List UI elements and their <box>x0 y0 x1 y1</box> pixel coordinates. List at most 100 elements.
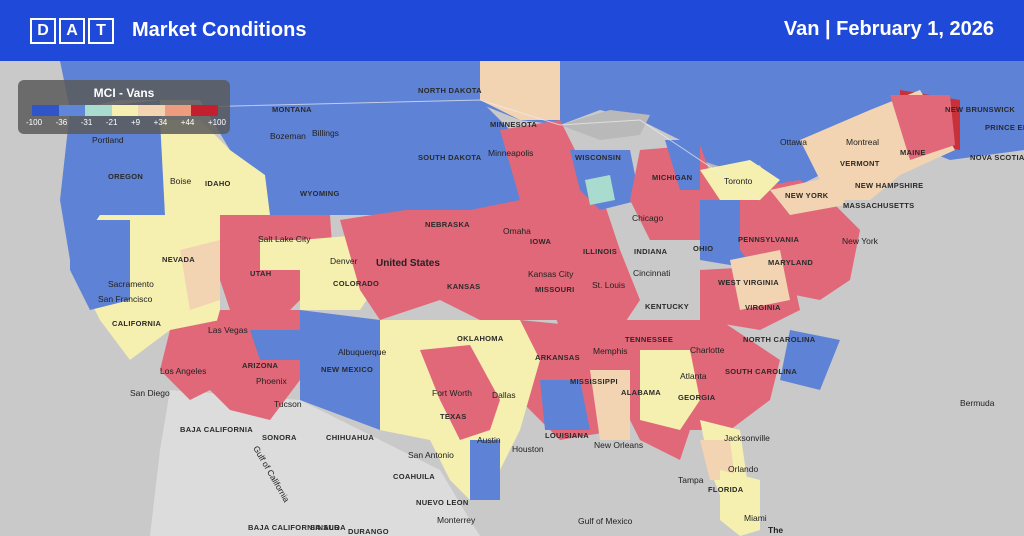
city-label: Minneapolis <box>488 148 533 158</box>
city-label: Albuquerque <box>338 347 386 357</box>
legend-title: MCI - Vans <box>93 86 155 100</box>
state-label: MAINE <box>900 148 926 157</box>
state-label: VIRGINIA <box>745 303 781 312</box>
logo-letter: T <box>88 17 114 44</box>
state-label: MASSACHUSETTS <box>843 201 914 210</box>
state-label: NEW YORK <box>785 191 829 200</box>
city-label: Denver <box>330 256 358 266</box>
state-label: NORTH CAROLINA <box>743 335 816 344</box>
country-label: United States <box>376 258 440 269</box>
city-label: Austin <box>477 435 501 445</box>
city-label: Salt Lake City <box>258 234 311 244</box>
state-label: SOUTH DAKOTA <box>418 153 482 162</box>
state-label: DURANGO <box>348 527 389 536</box>
city-label: San Diego <box>130 388 170 398</box>
state-label: MINNESOTA <box>490 120 537 129</box>
state-label: OHIO <box>693 244 713 253</box>
legend-swatch <box>111 105 139 116</box>
logo-letter: D <box>30 17 56 44</box>
state-label: NEBRASKA <box>425 220 470 229</box>
state-label: COAHUILA <box>393 472 435 481</box>
legend-swatch <box>85 105 112 116</box>
header-bar: D A T Market Conditions Van | February 1… <box>0 0 1024 61</box>
city-label: Jacksonville <box>724 433 770 443</box>
state-label: MISSISSIPPI <box>570 377 618 386</box>
city-label: Ottawa <box>780 137 807 147</box>
state-label: MARYLAND <box>768 258 813 267</box>
header-date: Van | February 1, 2026 <box>783 18 994 40</box>
city-label: New Orleans <box>594 440 643 450</box>
state-label: WEST VIRGINIA <box>718 278 779 287</box>
state-label: UTAH <box>250 269 271 278</box>
city-label: Dallas <box>492 390 516 400</box>
state-label: TENNESSEE <box>625 335 673 344</box>
legend-tick: +100 <box>207 118 226 127</box>
legend-swatch <box>191 105 219 116</box>
legend-tick: -36 <box>55 118 68 127</box>
state-label: WISCONSIN <box>575 153 621 162</box>
state-label: KANSAS <box>447 282 480 291</box>
legend-tick: +34 <box>153 118 168 127</box>
city-label: Orlando <box>728 464 759 474</box>
state-label: OREGON <box>108 172 143 181</box>
legend-swatch <box>138 105 165 116</box>
legend-tick: -100 <box>26 118 43 127</box>
state-label: VERMONT <box>840 159 880 168</box>
legend-swatch <box>58 105 86 116</box>
state-label: OKLAHOMA <box>457 334 504 343</box>
city-label: Tampa <box>678 475 704 485</box>
city-label: Chicago <box>632 213 663 223</box>
legend-tick: -31 <box>80 118 93 127</box>
state-label: NEVADA <box>162 255 195 264</box>
state-label: MISSOURI <box>535 285 575 294</box>
state-label: TEXAS <box>440 412 467 421</box>
state-label: SONORA <box>262 433 297 442</box>
state-label: MONTANA <box>272 105 312 114</box>
city-label: Portland <box>92 135 124 145</box>
map-legend: MCI - Vans -100 -36 -31 -21 +9 +34 +44 +… <box>18 80 230 134</box>
state-label: MICHIGAN <box>652 173 692 182</box>
city-label: Omaha <box>503 226 531 236</box>
city-label: Las Vegas <box>208 325 248 335</box>
state-label: ARIZONA <box>242 361 279 370</box>
state-label: FLORIDA <box>708 485 744 494</box>
state-label: BAJA CALIFORNIA SUR <box>248 523 340 532</box>
city-label: Billings <box>312 128 339 138</box>
city-label: Fort Worth <box>432 388 472 398</box>
state-label: GEORGIA <box>678 393 716 402</box>
city-label: Toronto <box>724 176 753 186</box>
state-label: ILLINOIS <box>583 247 617 256</box>
city-label: Kansas City <box>528 269 574 279</box>
legend-tick: -21 <box>105 118 118 127</box>
state-label: CALIFORNIA <box>112 319 162 328</box>
state-label: NEW MEXICO <box>321 365 373 374</box>
city-label: San Antonio <box>408 450 454 460</box>
state-label: SINALOA <box>310 523 346 532</box>
state-label: NORTH DAKOTA <box>418 86 482 95</box>
state-label: COLORADO <box>333 279 379 288</box>
state-label: SOUTH CAROLINA <box>725 367 797 376</box>
city-label: Montreal <box>846 137 879 147</box>
city-label: Tucson <box>274 399 302 409</box>
state-label: BAJA CALIFORNIA <box>180 425 253 434</box>
city-label: Sacramento <box>108 279 154 289</box>
state-label: NOVA SCOTIA <box>970 153 1024 162</box>
state-label: NEW HAMPSHIRE <box>855 181 924 190</box>
state-label: ALABAMA <box>621 388 661 397</box>
city-label: Cincinnati <box>633 268 670 278</box>
state-label: ARKANSAS <box>535 353 580 362</box>
state-label: IDAHO <box>205 179 231 188</box>
legend-swatch <box>32 105 59 116</box>
city-label: San Francisco <box>98 294 153 304</box>
city-label: Memphis <box>593 346 627 356</box>
state-label: KENTUCKY <box>645 302 689 311</box>
logo-letter: A <box>59 17 85 44</box>
state-label: WYOMING <box>300 189 340 198</box>
city-label: Monterrey <box>437 515 476 525</box>
state-label: PENNSYLVANIA <box>738 235 800 244</box>
legend-swatch <box>164 105 192 116</box>
city-label: Los Angeles <box>160 366 206 376</box>
city-label: Bozeman <box>270 131 306 141</box>
state-label: NEW BRUNSWICK <box>945 105 1015 114</box>
legend-color-bar <box>32 105 219 116</box>
